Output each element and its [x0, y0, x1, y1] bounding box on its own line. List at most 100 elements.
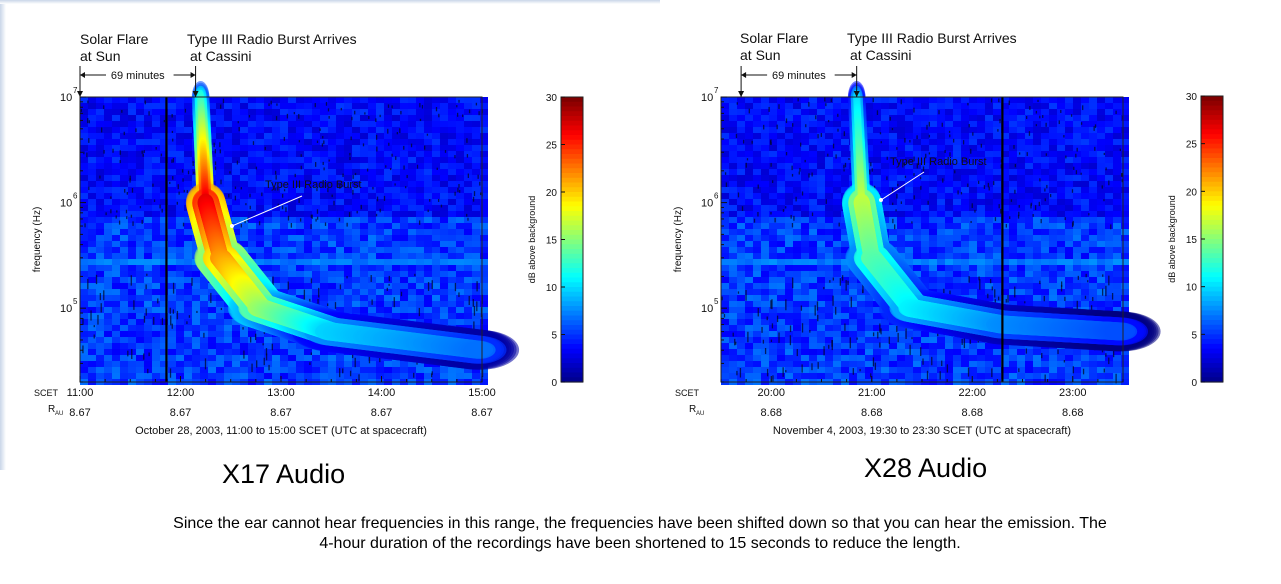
noise-cell: [160, 301, 168, 307]
noise-cell: [937, 199, 945, 205]
noise-cell: [184, 289, 192, 295]
noise-cell: [176, 139, 184, 145]
noise-cell: [88, 223, 96, 229]
noise-cell: [424, 181, 432, 187]
noise-cell: [184, 151, 192, 157]
noise-cell: [104, 295, 112, 301]
noise-cell: [184, 331, 192, 337]
noise-cell: [953, 217, 961, 223]
noise-cell: [120, 373, 128, 379]
noise-cell: [352, 133, 360, 139]
noise-cell: [296, 367, 304, 373]
noise-cell: [825, 127, 833, 133]
colorbar-segment: [561, 158, 583, 165]
noise-cell: [977, 109, 985, 115]
noise-cell: [208, 127, 216, 133]
noise-cell: [368, 223, 376, 229]
noise-cell: [288, 211, 296, 217]
noise-cell: [344, 199, 352, 205]
noise-cell: [889, 109, 897, 115]
noise-cell: [1065, 151, 1073, 157]
noise-cell: [1105, 97, 1113, 103]
noise-cell: [248, 193, 256, 199]
speckle: [234, 195, 237, 201]
noise-cell: [953, 97, 961, 103]
speckle: [424, 145, 426, 150]
noise-cell: [408, 133, 416, 139]
noise-cell: [456, 193, 464, 199]
speckle: [244, 219, 246, 224]
noise-cell: [144, 319, 152, 325]
colorbar-segment: [561, 168, 583, 174]
noise-cell: [88, 289, 96, 295]
noise-cell: [440, 367, 448, 373]
noise-cell: [248, 235, 256, 241]
noise-cell: [168, 247, 176, 253]
noise-cell: [152, 97, 160, 103]
noise-cell: [144, 145, 152, 151]
noise-cell: [104, 97, 112, 103]
speckle: [88, 186, 90, 191]
noise-cell: [352, 355, 360, 361]
noise-cell: [737, 193, 745, 199]
noise-cell: [232, 181, 240, 187]
noise-cell: [304, 283, 312, 289]
noise-cell: [96, 367, 104, 373]
noise-cell: [120, 229, 128, 235]
noise-cell: [400, 307, 408, 313]
noise-cell: [280, 367, 288, 373]
noise-cell: [376, 313, 384, 319]
noise-cell: [865, 121, 873, 127]
noise-cell: [88, 367, 96, 373]
speckle: [264, 146, 266, 150]
speckle: [339, 184, 341, 189]
noise-cell: [360, 229, 368, 235]
noise-cell: [464, 151, 472, 157]
noise-cell: [432, 253, 440, 259]
speckle: [153, 199, 156, 202]
noise-cell: [769, 109, 777, 115]
noise-cell: [945, 163, 953, 169]
noise-cell: [248, 343, 256, 349]
noise-cell: [80, 235, 88, 241]
noise-cell: [368, 235, 376, 241]
noise-cell: [176, 343, 184, 349]
noise-cell: [80, 115, 88, 121]
noise-cell: [160, 283, 168, 289]
noise-cell: [440, 229, 448, 235]
noise-cell: [440, 181, 448, 187]
noise-cell: [224, 187, 232, 193]
noise-cell: [120, 331, 128, 337]
noise-cell: [88, 361, 96, 367]
noise-cell: [240, 121, 248, 127]
noise-cell: [929, 139, 937, 145]
noise-cell: [152, 265, 160, 271]
noise-cell: [769, 211, 777, 217]
noise-cell: [232, 217, 240, 223]
noise-cell: [464, 301, 472, 307]
noise-cell: [448, 247, 456, 253]
noise-cell: [224, 205, 232, 211]
noise-cell: [977, 127, 985, 133]
noise-cell: [1113, 121, 1121, 127]
noise-cell: [1025, 211, 1033, 217]
noise-cell: [280, 349, 288, 355]
noise-cell: [969, 199, 977, 205]
noise-cell: [961, 187, 969, 193]
noise-cell: [112, 229, 120, 235]
noise-cell: [208, 145, 216, 151]
noise-cell: [216, 175, 224, 181]
noise-cell: [408, 181, 416, 187]
noise-cell: [376, 175, 384, 181]
noise-cell: [120, 151, 128, 157]
noise-cell: [216, 181, 224, 187]
noise-cell: [264, 229, 272, 235]
noise-cell: [104, 205, 112, 211]
noise-cell: [929, 175, 937, 181]
noise-cell: [456, 307, 464, 313]
speckle: [238, 127, 240, 132]
noise-cell: [1025, 187, 1033, 193]
noise-cell: [472, 121, 480, 127]
noise-cell: [368, 271, 376, 277]
noise-cell: [176, 223, 184, 229]
